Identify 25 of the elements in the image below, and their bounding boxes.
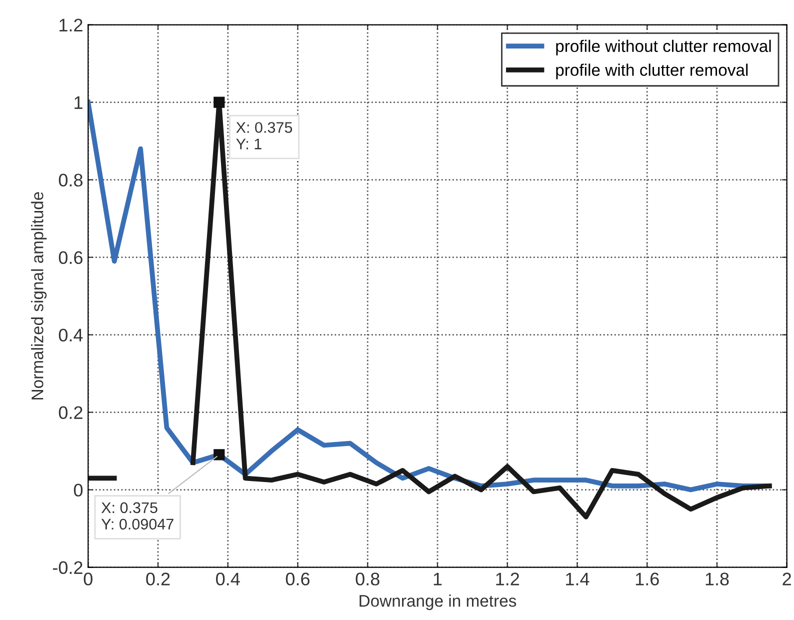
- y-tick-label: 0.6: [58, 251, 82, 264]
- legend-label: profile without clutter removal: [556, 40, 771, 56]
- y-tick-label: 0: [74, 484, 83, 497]
- x-tick-label: 1.6: [636, 572, 659, 586]
- annotation: X: 0.375 Y: 1: [236, 122, 292, 150]
- x-tick-label: 0.8: [356, 572, 380, 586]
- y-tick-label: -0.2: [52, 561, 82, 574]
- legend-label: profile with clutter removal: [556, 64, 748, 80]
- x-axis-title: Downrange in metres: [360, 594, 516, 610]
- y-tick-label: 1.2: [60, 18, 82, 32]
- x-tick-label: 1: [434, 572, 442, 586]
- x-tick-label: 2: [782, 572, 791, 586]
- x-tick-label: 0: [84, 572, 92, 586]
- y-axis-title: Normalized signal amplitude: [31, 192, 47, 400]
- x-tick-label: 1.8: [706, 572, 729, 586]
- y-tick-label: 0.8: [58, 174, 82, 187]
- x-tick-label: 0.4: [216, 572, 240, 586]
- y-tick-label: 0.2: [58, 406, 82, 420]
- y-tick-label: 1: [74, 96, 82, 109]
- y-tick-label: 0.4: [58, 328, 83, 342]
- x-tick-label: 1.2: [496, 572, 520, 586]
- x-tick-label: 1.4: [566, 572, 590, 586]
- annotation: X: 0.375 Y: 0.09047: [101, 502, 174, 530]
- x-tick-label: 0.2: [146, 572, 170, 586]
- x-tick-label: 0.6: [286, 572, 310, 586]
